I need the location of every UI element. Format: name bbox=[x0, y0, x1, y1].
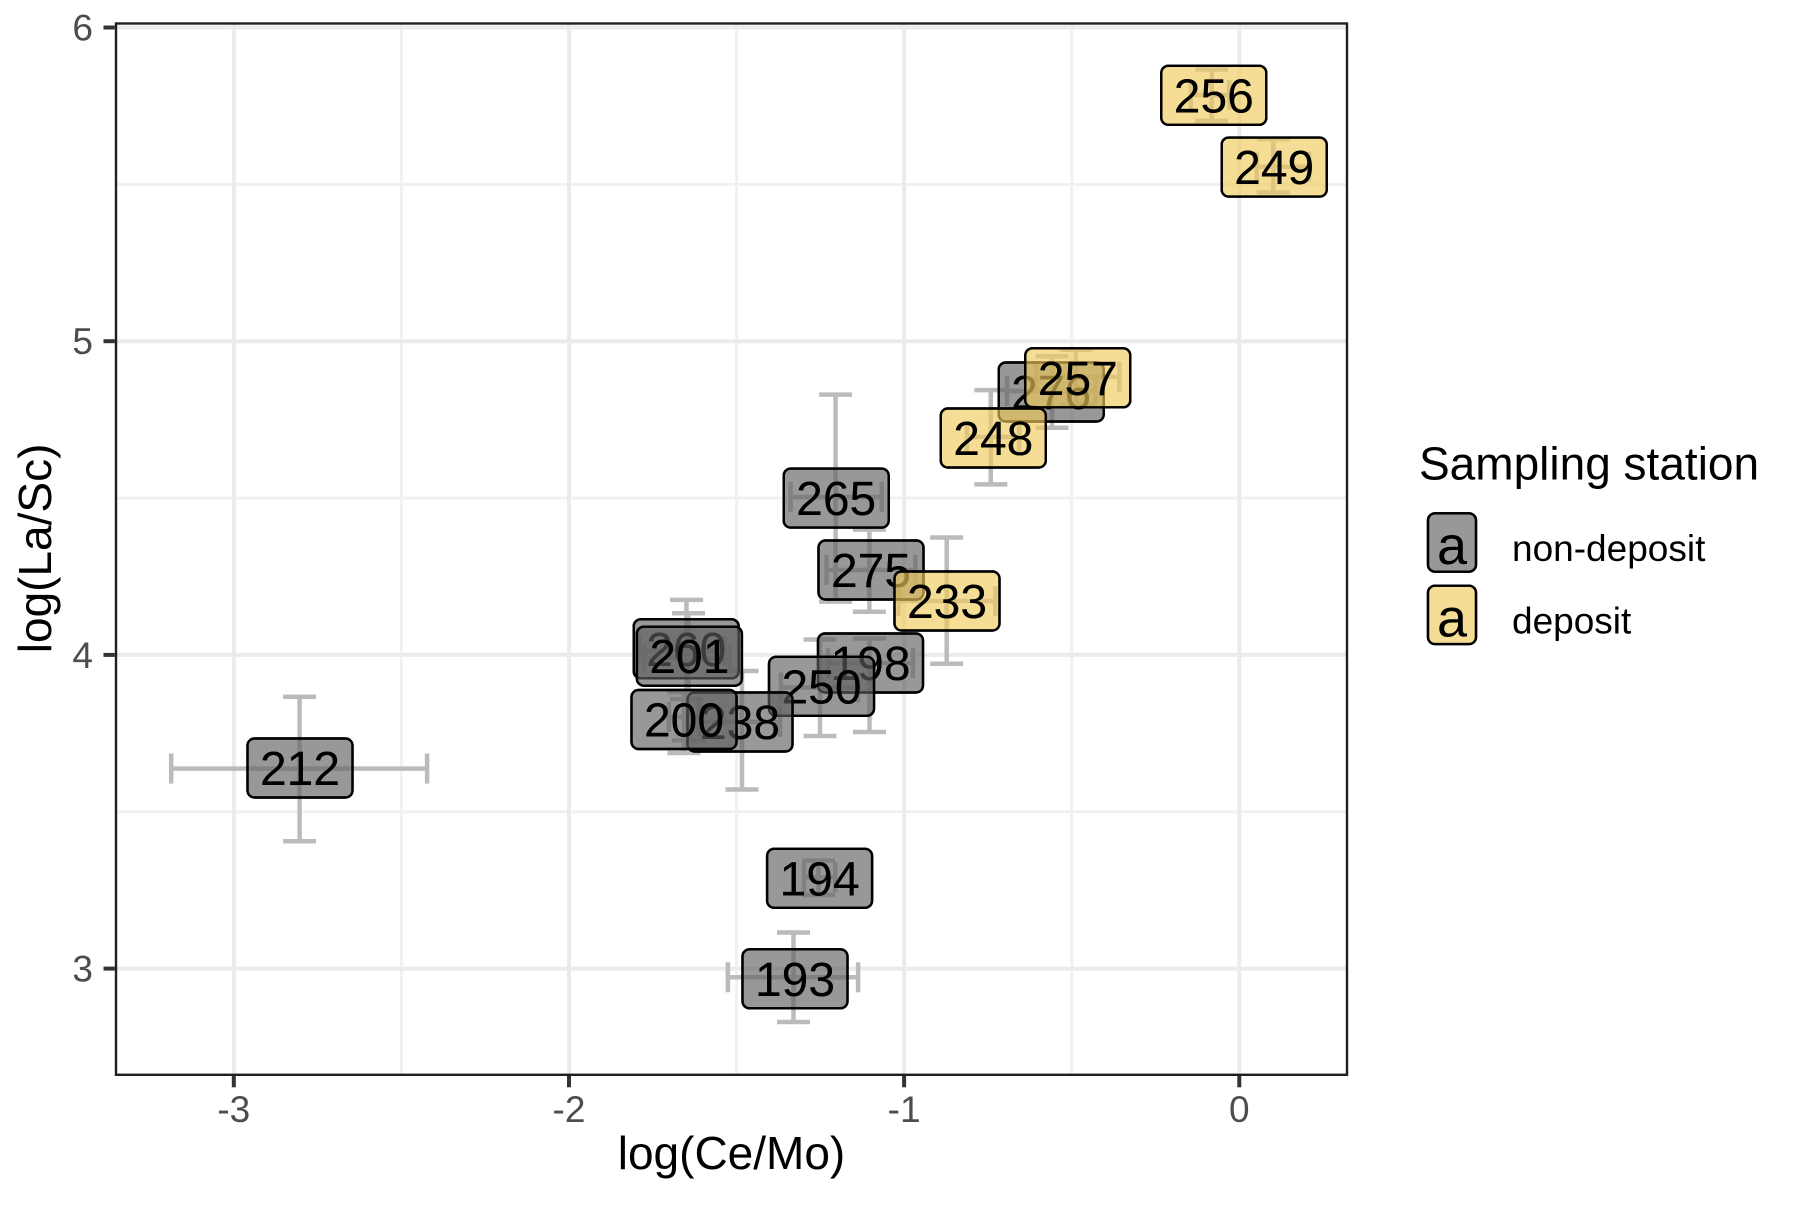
svg-text:6: 6 bbox=[72, 8, 93, 49]
svg-text:200: 200 bbox=[644, 695, 724, 748]
svg-text:4: 4 bbox=[72, 635, 93, 676]
svg-text:238: 238 bbox=[700, 697, 780, 750]
svg-text:233: 233 bbox=[907, 576, 987, 629]
svg-text:0: 0 bbox=[1229, 1089, 1250, 1130]
svg-text:249: 249 bbox=[1234, 142, 1314, 195]
svg-text:a: a bbox=[1437, 516, 1468, 576]
svg-text:201: 201 bbox=[649, 631, 729, 684]
svg-text:194: 194 bbox=[780, 853, 860, 906]
svg-text:-2: -2 bbox=[553, 1089, 586, 1130]
svg-text:non-deposit: non-deposit bbox=[1512, 528, 1706, 569]
svg-text:212: 212 bbox=[260, 743, 340, 796]
svg-text:250: 250 bbox=[781, 661, 861, 714]
svg-text:233: 233 bbox=[907, 576, 987, 629]
svg-text:260: 260 bbox=[646, 624, 726, 677]
svg-text:193: 193 bbox=[755, 954, 835, 1007]
svg-text:-1: -1 bbox=[888, 1089, 921, 1130]
svg-text:198: 198 bbox=[830, 638, 910, 691]
svg-text:256: 256 bbox=[1174, 70, 1254, 123]
svg-text:193: 193 bbox=[755, 954, 835, 1007]
svg-text:5: 5 bbox=[72, 321, 93, 362]
svg-text:265: 265 bbox=[796, 473, 876, 526]
svg-text:198: 198 bbox=[830, 638, 910, 691]
svg-text:250: 250 bbox=[781, 661, 861, 714]
svg-text:248: 248 bbox=[953, 413, 1033, 466]
svg-text:log(Ce/Mo): log(Ce/Mo) bbox=[618, 1127, 846, 1179]
svg-text:260: 260 bbox=[646, 624, 726, 677]
svg-text:201: 201 bbox=[649, 631, 729, 684]
svg-text:-3: -3 bbox=[217, 1089, 250, 1130]
svg-text:3: 3 bbox=[72, 949, 93, 990]
svg-text:249: 249 bbox=[1234, 142, 1314, 195]
svg-text:265: 265 bbox=[796, 473, 876, 526]
svg-text:256: 256 bbox=[1174, 70, 1254, 123]
svg-text:257: 257 bbox=[1038, 353, 1118, 406]
svg-text:248: 248 bbox=[953, 413, 1033, 466]
svg-text:200: 200 bbox=[644, 695, 724, 748]
svg-text:238: 238 bbox=[700, 697, 780, 750]
svg-text:deposit: deposit bbox=[1512, 601, 1632, 642]
svg-text:a: a bbox=[1437, 589, 1468, 649]
svg-text:194: 194 bbox=[780, 853, 860, 906]
svg-text:log(La/Sc): log(La/Sc) bbox=[9, 444, 61, 654]
svg-text:212: 212 bbox=[260, 743, 340, 796]
svg-text:257: 257 bbox=[1038, 353, 1118, 406]
svg-text:Sampling station: Sampling station bbox=[1419, 438, 1759, 490]
